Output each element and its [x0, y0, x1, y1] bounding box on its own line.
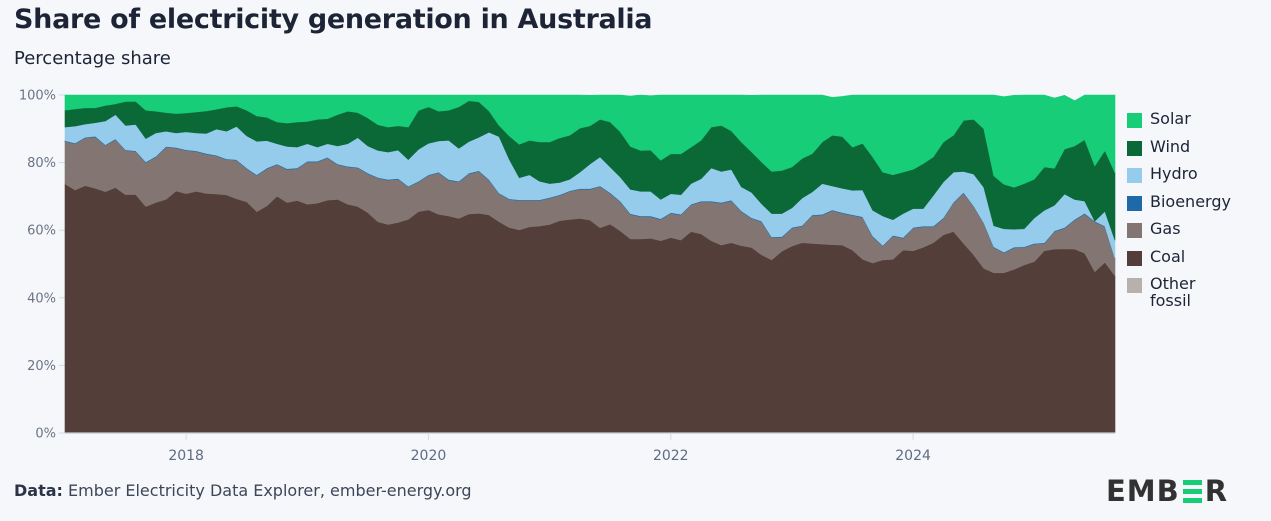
legend-label: Hydro [1150, 164, 1198, 183]
area-series-group [64, 94, 1116, 434]
y-tick-label: 40% [27, 291, 56, 306]
legend-label: Coal [1150, 246, 1186, 266]
x-tick-label: 2024 [895, 448, 931, 464]
source-footer: Data: Ember Electricity Data Explorer, e… [14, 481, 472, 500]
y-tick-label: 100% [19, 89, 56, 104]
legend-item-gas[interactable]: Gas [1127, 220, 1231, 248]
logo-text-left: EMB [1106, 474, 1180, 508]
legend-label: Other fossil [1150, 274, 1196, 310]
logo-text-right: R [1204, 474, 1229, 508]
legend: Solar Wind Hydro Bioenergy Gas Coal Other fossi… [1127, 110, 1231, 309]
legend-label: Gas [1150, 219, 1181, 238]
legend-item-hydro[interactable]: Hydro [1127, 165, 1231, 193]
legend-item-bioenergy[interactable]: Bioenergy [1127, 193, 1231, 221]
chart-title: Share of electricity generation in Austr… [14, 4, 653, 35]
y-tick-label: 60% [27, 224, 56, 239]
y-tick-label: 0% [35, 427, 56, 442]
y-axis: 0% 20% 40% 60% 80% 100% [19, 89, 65, 442]
legend-item-coal[interactable]: Coal [1127, 248, 1231, 276]
x-tick-label: 2018 [168, 448, 204, 464]
x-axis: 2018 2020 2022 2024 [65, 433, 1115, 464]
legend-swatch-icon [1127, 223, 1142, 238]
legend-swatch-icon [1127, 140, 1142, 156]
ember-logo: EMB R [1106, 474, 1228, 508]
legend-item-wind[interactable]: Wind [1127, 138, 1231, 166]
legend-item-other-fossil[interactable]: Other fossil [1127, 275, 1231, 309]
legend-swatch-icon [1127, 195, 1142, 211]
y-tick-label: 80% [27, 156, 56, 171]
legend-swatch-icon [1127, 113, 1142, 128]
area-solar [64, 94, 1116, 188]
y-tick-label: 20% [27, 359, 56, 374]
legend-swatch-icon [1127, 250, 1142, 266]
x-tick-label: 2020 [411, 448, 447, 464]
legend-label: Bioenergy [1150, 191, 1231, 211]
x-tick-label: 2022 [653, 448, 689, 464]
legend-swatch-icon [1127, 168, 1142, 183]
source-text: Ember Electricity Data Explorer, ember-e… [68, 481, 472, 500]
chart-subtitle: Percentage share [14, 48, 171, 69]
logo-e-mark-icon [1182, 479, 1202, 503]
legend-item-solar[interactable]: Solar [1127, 110, 1231, 138]
legend-label: Wind [1150, 136, 1191, 156]
stacked-area-chart: 0% 20% 40% 60% 80% 100% 2018 2020 2022 2024 [19, 89, 1116, 464]
legend-label: Solar [1150, 109, 1191, 128]
legend-swatch-icon [1127, 278, 1142, 293]
source-label: Data: [14, 481, 63, 500]
